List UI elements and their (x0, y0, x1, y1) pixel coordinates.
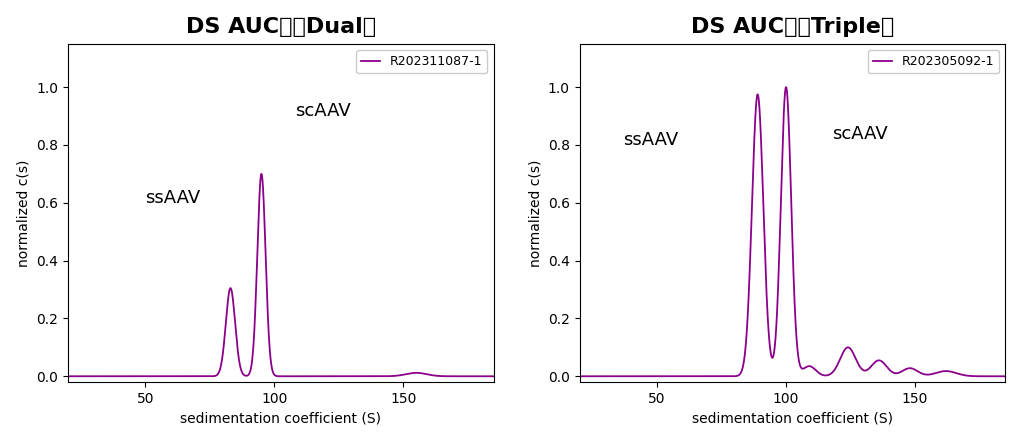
R202305092-1 (755, 145, 768, 150)
R202311087-1 (136, 373, 148, 379)
Y-axis label: normalized c(s): normalized c(s) (16, 159, 31, 267)
Line: R202305092-1: R202305092-1 (579, 87, 1006, 376)
R202311087-1 (479, 373, 492, 379)
Text: ssAAV: ssAAV (145, 189, 200, 207)
X-axis label: sedimentation coefficient (S): sedimentation coefficient (S) (692, 412, 893, 425)
Text: ssAAV: ssAAV (623, 131, 679, 149)
R202305092-1 (622, 373, 635, 379)
X-axis label: sedimentation coefficient (S): sedimentation coefficient (S) (180, 412, 381, 425)
R202311087-1 (61, 373, 74, 379)
R202305092-1 (573, 373, 586, 379)
Title: DS AUC　（Triple）: DS AUC （Triple） (691, 17, 894, 37)
Title: DS AUC　（Dual）: DS AUC （Dual） (186, 17, 376, 37)
R202305092-1 (991, 373, 1004, 379)
R202305092-1 (647, 373, 659, 379)
R202311087-1 (243, 370, 256, 376)
Text: scAAV: scAAV (295, 102, 351, 120)
Text: scAAV: scAAV (833, 125, 888, 143)
R202305092-1 (945, 369, 958, 374)
R202311087-1 (487, 373, 500, 379)
Line: R202311087-1: R202311087-1 (67, 174, 494, 376)
R202305092-1 (780, 84, 792, 90)
R202311087-1 (225, 286, 237, 292)
R202311087-1 (256, 171, 268, 176)
Legend: R202311087-1: R202311087-1 (356, 50, 487, 73)
R202305092-1 (1000, 373, 1012, 379)
R202311087-1 (110, 373, 123, 379)
Y-axis label: normalized c(s): normalized c(s) (528, 159, 543, 267)
R202305092-1 (737, 364, 749, 370)
Legend: R202305092-1: R202305092-1 (868, 50, 1000, 73)
R202311087-1 (433, 373, 446, 379)
